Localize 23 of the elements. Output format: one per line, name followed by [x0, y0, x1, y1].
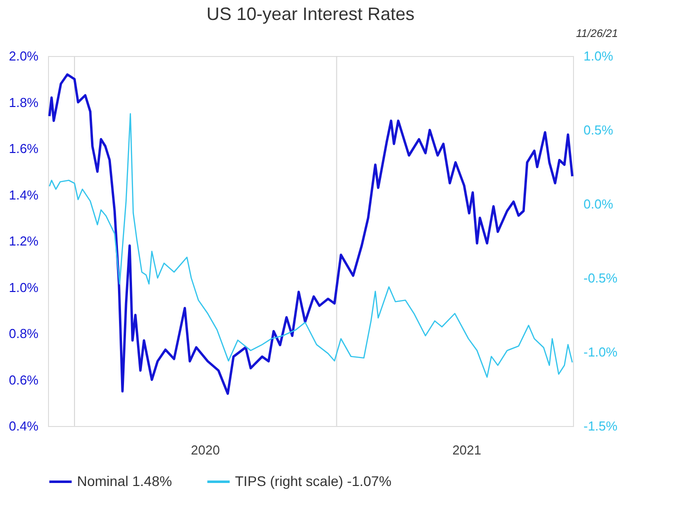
- y-tick-label: 0.4%: [8, 418, 39, 434]
- y-tick-label: 1.4%: [8, 187, 39, 202]
- y-tick-label: 1.8%: [8, 94, 39, 110]
- chart-title: US 10-year Interest Rates: [206, 4, 415, 24]
- y2-tick-label: 0.5%: [584, 122, 614, 138]
- y2-tick-label: -1.0%: [584, 344, 618, 360]
- line-series: [48, 73, 574, 395]
- legend-label: Nominal 1.48%: [77, 472, 172, 489]
- y-tick-label: 0.8%: [8, 326, 39, 341]
- y2-tick-label: 0.0%: [584, 196, 614, 212]
- line-series: [48, 113, 573, 378]
- y2-tick-label: -1.5%: [584, 418, 618, 434]
- y-tick-label: 0.6%: [8, 372, 39, 388]
- y-tick-label: 2.0%: [8, 48, 39, 64]
- y-tick-label: 1.2%: [8, 234, 39, 248]
- text: 11/26/21: [576, 28, 618, 40]
- y-tick-label: 1.0%: [8, 280, 39, 295]
- y2-tick-label: 1.0%: [584, 48, 614, 64]
- legend-label: TIPS (right scale) -1.07%: [235, 472, 392, 489]
- y2-tick-label: -0.5%: [584, 270, 618, 286]
- x-tick-label: 2021: [452, 442, 482, 458]
- y-tick-label: 1.6%: [8, 141, 39, 156]
- x-tick-label: 2020: [190, 442, 220, 458]
